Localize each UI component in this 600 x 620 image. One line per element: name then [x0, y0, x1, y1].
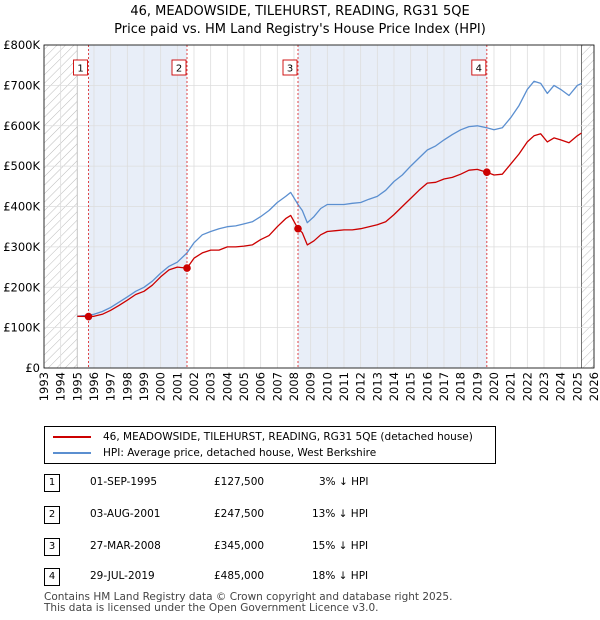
x-tick-label: 2001 [170, 372, 184, 401]
x-tick-label: 2020 [487, 372, 501, 401]
footer-copyright: Contains HM Land Registry data © Crown c… [44, 591, 453, 603]
sale-number-box [471, 59, 487, 76]
sale-number-label: 1 [77, 64, 83, 75]
y-tick-label: £600K [3, 119, 40, 133]
x-tick-label: 1993 [37, 372, 51, 401]
x-tick-label: 2022 [520, 372, 534, 401]
legend-item-hpi: HPI: Average price, detached house, West… [53, 445, 376, 461]
transaction-date: 03-AUG-2001 [90, 508, 161, 520]
x-tick-label: 2014 [387, 372, 401, 401]
x-tick-label: 1998 [120, 372, 134, 401]
x-tick-label: 1999 [137, 372, 151, 401]
footer: Contains HM Land Registry data © Crown c… [44, 592, 452, 614]
footer-licence: This data is licensed under the Open Gov… [44, 602, 379, 614]
y-tick-label: £500K [3, 159, 40, 173]
price-chart: 46, MEADOWSIDE, TILEHURST, READING, RG31… [3, 4, 600, 401]
x-tick-label: 2026 [587, 372, 600, 401]
x-tick-label: 2016 [420, 372, 434, 401]
sale-number-box [282, 59, 298, 76]
x-tick-label: 1997 [104, 372, 118, 401]
x-tick-label: 2024 [554, 372, 568, 401]
x-tick-label: 2010 [320, 372, 334, 401]
x-tick-label: 2004 [220, 372, 234, 401]
legend-label-property: 46, MEADOWSIDE, TILEHURST, READING, RG31… [103, 431, 473, 443]
y-tick-label: £200K [3, 280, 40, 294]
sale-point [483, 168, 491, 176]
transaction-price: £345,000 [214, 540, 265, 552]
x-tick-label: 2007 [270, 372, 284, 401]
chart-title: 46, MEADOWSIDE, TILEHURST, READING, RG31… [130, 4, 469, 19]
legend-label-hpi: HPI: Average price, detached house, West… [103, 447, 377, 459]
transaction-hpi: 13% ↓ HPI [312, 508, 369, 520]
x-tick-label: 2000 [154, 372, 168, 401]
x-tick-label: 2018 [454, 372, 468, 401]
x-tick-label: 2017 [437, 372, 451, 401]
price-paid-line [77, 132, 582, 318]
x-tick-label: 2019 [470, 372, 484, 401]
x-tick-label: 2005 [237, 372, 251, 401]
x-tick-label: 2021 [504, 372, 518, 401]
x-tick-label: 2002 [187, 372, 201, 401]
x-tick-label: 2006 [254, 372, 268, 401]
x-tick-label: 2011 [337, 372, 351, 401]
transaction-price: £247,500 [214, 508, 265, 520]
plot-frame [43, 44, 595, 369]
transaction-date: 29-JUL-2019 [90, 570, 155, 582]
table-row: 1 01-SEP-1995 £127,500 3% ↓ HPI [44, 474, 444, 492]
sale-number-box [171, 59, 187, 76]
transaction-hpi: 3% ↓ HPI [319, 476, 369, 488]
transaction-hpi: 15% ↓ HPI [312, 540, 369, 552]
legend: 46, MEADOWSIDE, TILEHURST, READING, RG31… [44, 426, 496, 464]
x-tick-label: 2003 [204, 372, 218, 401]
y-tick-label: £400K [3, 200, 40, 214]
x-tick-label: 2008 [287, 372, 301, 401]
sale-point [84, 312, 93, 321]
y-tick-label: £0 [25, 361, 40, 375]
x-tick-label: 2012 [354, 372, 368, 401]
table-row: 3 27-MAR-2008 £345,000 15% ↓ HPI [44, 538, 444, 556]
table-row: 4 29-JUL-2019 £485,000 18% ↓ HPI [44, 568, 444, 586]
y-tick-label: £700K [3, 78, 40, 92]
transaction-number: 1 [44, 474, 60, 492]
transaction-number: 4 [44, 568, 60, 586]
x-tick-label: 2015 [404, 372, 418, 401]
transaction-number: 3 [44, 538, 60, 556]
legend-swatch-hpi [53, 452, 91, 454]
x-tick-label: 1996 [87, 372, 101, 401]
sale-point [294, 224, 302, 233]
x-tick-label: 2023 [537, 372, 551, 401]
x-tick-label: 2013 [370, 372, 384, 401]
sale-point [183, 264, 191, 272]
transaction-price: £127,500 [214, 476, 265, 488]
legend-swatch-property [53, 436, 91, 438]
hpi-line [77, 80, 582, 317]
y-tick-label: £800K [3, 38, 40, 52]
table-row: 2 03-AUG-2001 £247,500 13% ↓ HPI [44, 506, 444, 524]
sale-number-label: 3 [287, 64, 293, 75]
chart-subtitle: Price paid vs. HM Land Registry's House … [114, 22, 486, 37]
sale-number-label: 4 [476, 64, 482, 75]
transaction-number: 2 [44, 506, 60, 524]
transaction-price: £485,000 [214, 570, 265, 582]
y-tick-label: £100K [3, 321, 40, 335]
transaction-hpi: 18% ↓ HPI [312, 570, 369, 582]
sale-number-box [73, 59, 88, 76]
legend-item-property: 46, MEADOWSIDE, TILEHURST, READING, RG31… [53, 429, 473, 445]
transaction-date: 27-MAR-2008 [90, 540, 161, 552]
y-tick-label: £300K [3, 240, 40, 254]
sale-number-label: 2 [176, 64, 182, 75]
x-tick-label: 2009 [304, 372, 318, 401]
x-tick-label: 2025 [570, 372, 584, 401]
transaction-date: 01-SEP-1995 [90, 476, 158, 488]
x-tick-label: 1994 [54, 372, 68, 401]
x-tick-label: 1995 [70, 372, 84, 401]
